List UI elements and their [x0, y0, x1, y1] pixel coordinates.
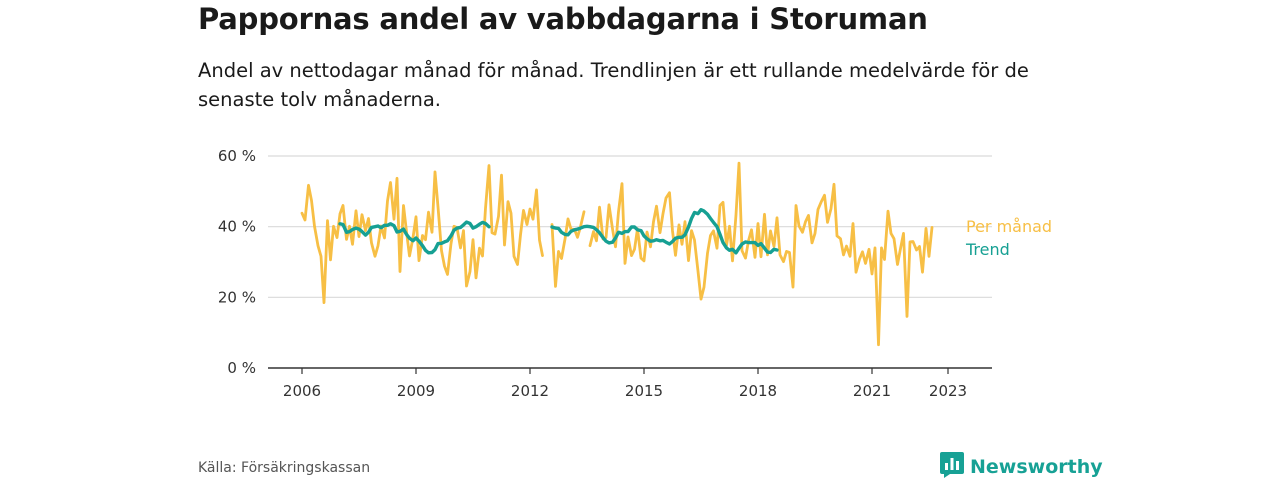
- source-note: Källa: Försäkringskassan: [198, 460, 371, 476]
- chart-title: Pappornas andel av vabbdagarna i Storuma…: [198, 2, 928, 36]
- x-tick-label: 2018: [739, 382, 777, 400]
- x-axis-ticks: 2006 2009 2012 2015 2018 2021 2023: [283, 368, 967, 400]
- x-tick-label: 2012: [511, 382, 549, 400]
- legend-label-monthly: Per månad: [966, 217, 1052, 236]
- trend-series-line: [338, 220, 491, 255]
- chart-subtitle: Andel av nettodagar månad för månad. Tre…: [198, 59, 1029, 111]
- monthly-series-line: [588, 161, 934, 347]
- x-tick-label: 2021: [853, 382, 891, 400]
- newsworthy-logo-text: Newsworthy: [970, 456, 1103, 478]
- y-tick-label: 40 %: [218, 218, 256, 236]
- newsworthy-logo-icon: [940, 452, 964, 482]
- y-tick-label: 20 %: [218, 288, 256, 306]
- legend-label-trend: Trend: [965, 240, 1010, 259]
- monthly-series-line: [300, 164, 544, 304]
- x-tick-label: 2009: [397, 382, 435, 400]
- x-tick-label: 2023: [929, 382, 967, 400]
- monthly-series-line: [550, 210, 586, 288]
- y-tick-label: 60 %: [218, 147, 256, 165]
- x-tick-label: 2015: [625, 382, 663, 400]
- series-lines: [300, 161, 934, 347]
- newsworthy-logo[interactable]: Newsworthy: [940, 452, 1103, 482]
- trend-series-line: [550, 208, 779, 255]
- series-legend-labels: Per månad Trend: [965, 217, 1052, 259]
- y-axis-tick-labels: 0 % 20 % 40 % 60 %: [218, 147, 256, 377]
- x-tick-label: 2006: [283, 382, 321, 400]
- y-tick-label: 0 %: [227, 359, 256, 377]
